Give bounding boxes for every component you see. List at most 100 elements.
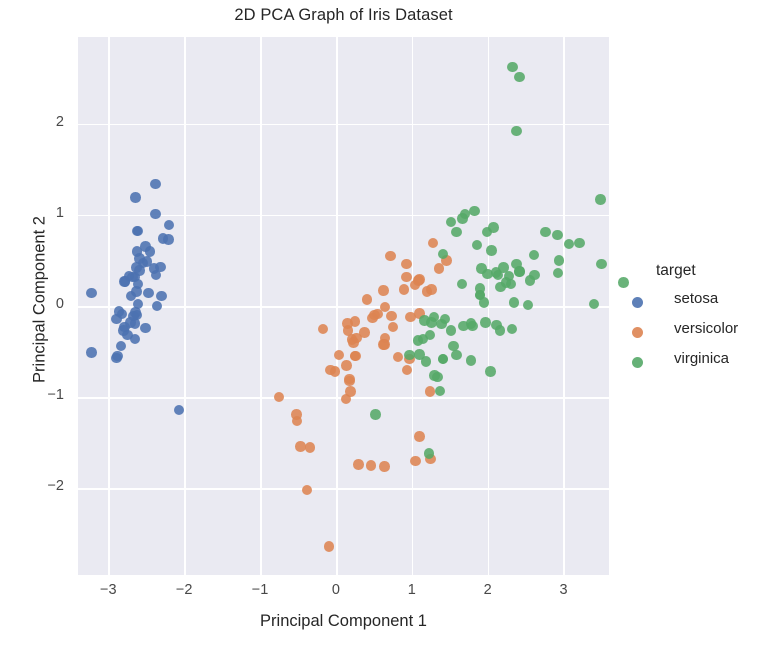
x-tick-label: −1 <box>251 582 269 598</box>
data-point-versicolor <box>379 461 390 472</box>
data-point-virginica <box>456 278 468 290</box>
data-point-virginica <box>529 269 540 281</box>
data-point-virginica <box>414 349 425 360</box>
data-point-versicolor <box>392 351 404 363</box>
data-point-virginica <box>412 335 424 346</box>
data-point-virginica <box>481 226 493 238</box>
data-point-virginica <box>511 258 522 270</box>
data-point-virginica <box>437 353 449 365</box>
data-point-versicolor <box>427 237 439 249</box>
data-points-layer <box>78 37 629 575</box>
x-tick-label: 0 <box>331 582 340 598</box>
data-point-versicolor <box>342 325 354 336</box>
data-point-versicolor <box>414 274 425 285</box>
data-point-versicolor <box>359 327 370 338</box>
data-point-virginica <box>423 448 435 459</box>
data-point-versicolor <box>426 284 437 295</box>
data-point-versicolor <box>349 316 361 327</box>
data-point-virginica <box>506 323 518 335</box>
data-point-virginica <box>508 297 520 308</box>
y-axis-label: Principal Component 2 <box>30 216 49 383</box>
data-point-virginica <box>596 258 607 270</box>
legend-item-setosa[interactable]: setosa <box>628 289 768 319</box>
data-point-virginica <box>507 61 518 73</box>
data-point-virginica <box>465 318 477 329</box>
data-point-virginica <box>485 366 496 377</box>
data-point-setosa <box>131 262 142 273</box>
data-point-setosa <box>150 208 161 220</box>
data-point-virginica <box>426 317 437 328</box>
data-point-virginica <box>563 238 575 250</box>
data-point-setosa <box>129 333 141 345</box>
data-point-virginica <box>419 315 430 326</box>
legend-swatch-versicolor <box>632 327 643 338</box>
legend-swatch-setosa <box>632 297 643 308</box>
data-point-virginica <box>404 349 415 361</box>
data-point-setosa <box>86 287 97 299</box>
data-point-versicolor <box>386 310 397 322</box>
data-point-virginica <box>491 319 502 331</box>
data-point-setosa <box>140 322 151 334</box>
data-point-setosa <box>122 329 133 341</box>
legend-item-versicolor[interactable]: versicolor <box>628 319 768 349</box>
data-point-versicolor <box>345 386 356 397</box>
data-point-versicolor <box>344 373 355 385</box>
data-point-virginica <box>448 340 459 352</box>
data-point-virginica <box>428 311 440 323</box>
data-point-setosa <box>148 263 160 274</box>
data-point-versicolor <box>385 250 396 262</box>
data-point-virginica <box>417 333 429 345</box>
data-point-versicolor <box>341 360 352 371</box>
data-point-versicolor <box>387 321 399 333</box>
data-point-versicolor <box>378 339 389 350</box>
data-point-setosa <box>141 256 153 267</box>
data-point-versicolor <box>378 285 389 296</box>
gridline-horizontal <box>78 214 609 217</box>
data-point-setosa <box>115 340 127 352</box>
data-point-virginica <box>511 125 522 137</box>
data-point-versicolor <box>342 318 353 329</box>
data-point-setosa <box>112 350 123 362</box>
data-point-virginica <box>574 237 585 249</box>
x-tick-label: −2 <box>175 582 193 598</box>
x-tick-label: 2 <box>483 582 492 598</box>
y-tick-label: 1 <box>55 204 64 221</box>
data-point-setosa <box>123 270 135 282</box>
data-point-versicolor <box>401 271 412 283</box>
data-point-virginica <box>500 277 512 288</box>
y-tick-label: 0 <box>55 296 64 312</box>
data-point-versicolor <box>333 349 345 361</box>
data-point-versicolor <box>401 364 413 376</box>
data-point-virginica <box>476 263 487 274</box>
x-tick-label: 3 <box>559 582 568 598</box>
data-point-setosa <box>173 404 185 416</box>
data-point-virginica <box>474 283 486 294</box>
data-point-setosa <box>150 178 161 190</box>
legend-item-virginica[interactable]: virginica <box>628 349 768 379</box>
data-point-virginica <box>524 275 536 286</box>
data-point-virginica <box>595 194 606 205</box>
data-point-virginica <box>495 281 506 293</box>
data-point-virginica <box>480 317 491 328</box>
data-point-setosa <box>113 306 125 317</box>
data-point-versicolor <box>405 311 416 323</box>
plot-area <box>78 37 629 575</box>
data-point-virginica <box>429 370 440 381</box>
y-tick-label: 2 <box>55 113 64 130</box>
data-point-virginica <box>482 268 493 280</box>
data-point-versicolor <box>361 294 373 305</box>
data-point-virginica <box>436 318 447 330</box>
data-point-setosa <box>131 286 142 297</box>
data-point-virginica <box>445 325 457 336</box>
data-point-virginica <box>588 298 600 310</box>
data-point-versicolor <box>349 350 361 362</box>
data-point-virginica <box>474 289 486 301</box>
data-point-versicolor <box>372 308 383 320</box>
data-point-versicolor <box>414 308 425 319</box>
data-point-setosa <box>151 300 163 312</box>
data-point-virginica <box>514 71 525 83</box>
data-point-virginica <box>618 277 629 288</box>
data-point-setosa <box>130 192 141 203</box>
data-point-versicolor <box>379 301 391 313</box>
